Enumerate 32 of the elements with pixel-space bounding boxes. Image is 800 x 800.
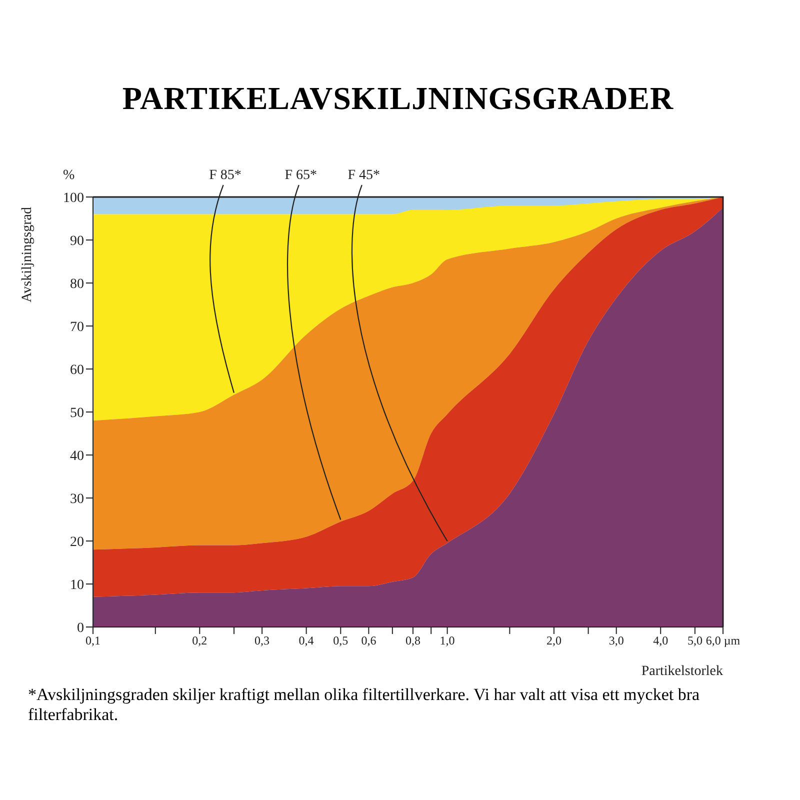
y-tick-label: 20 (70, 534, 84, 550)
y-tick-label: 0 (77, 620, 84, 636)
text: *Avskiljningsgraden skiljer kraftigt mellan olika filtertillverkare. Vi har valt att visa ett mycket bra filterfabrikat. (28, 685, 701, 724)
text: F 45* (348, 168, 380, 183)
y-tick-label: 70 (70, 320, 84, 335)
chart-title: PARTIKELAVSKILJNINGSGRADER (121, 80, 675, 117)
y-tick-label: 40 (70, 448, 84, 464)
y-tick-label: 50 (70, 406, 84, 421)
text: F 65* (284, 168, 318, 183)
x-tick-label: 5,0 (687, 634, 702, 648)
x-tick-label: 0,6 (361, 634, 376, 648)
x-tick-label: 4,0 (653, 634, 668, 648)
text: % (63, 168, 75, 183)
text: F 85* (209, 168, 242, 183)
y-tick-label: 10 (70, 578, 84, 593)
x-tick-label: 2,0 (546, 634, 562, 648)
y-tick-label: 90 (70, 234, 84, 249)
x-tick-label: 3,0 (608, 634, 624, 648)
x-axis-title: Partikelstorlek (641, 664, 723, 679)
y-tick-label: 60 (70, 362, 84, 378)
x-tick-label: 0,8 (405, 634, 420, 648)
x-tick-label: 6,0 µm (706, 634, 741, 648)
y-tick-label: 80 (70, 276, 84, 292)
x-tick-label: 1,0 (440, 634, 455, 648)
y-tick-label: 30 (70, 492, 84, 507)
y-tick-label: 100 (63, 190, 84, 206)
x-tick-label: 0,1 (86, 634, 100, 648)
x-tick-label: 0,4 (298, 634, 314, 648)
y-axis-title: Avskiljningsgrad (20, 207, 35, 302)
x-tick-label: 0,5 (333, 634, 348, 648)
x-tick-label: 0,3 (254, 634, 270, 648)
x-tick-label: 0,2 (192, 634, 208, 648)
